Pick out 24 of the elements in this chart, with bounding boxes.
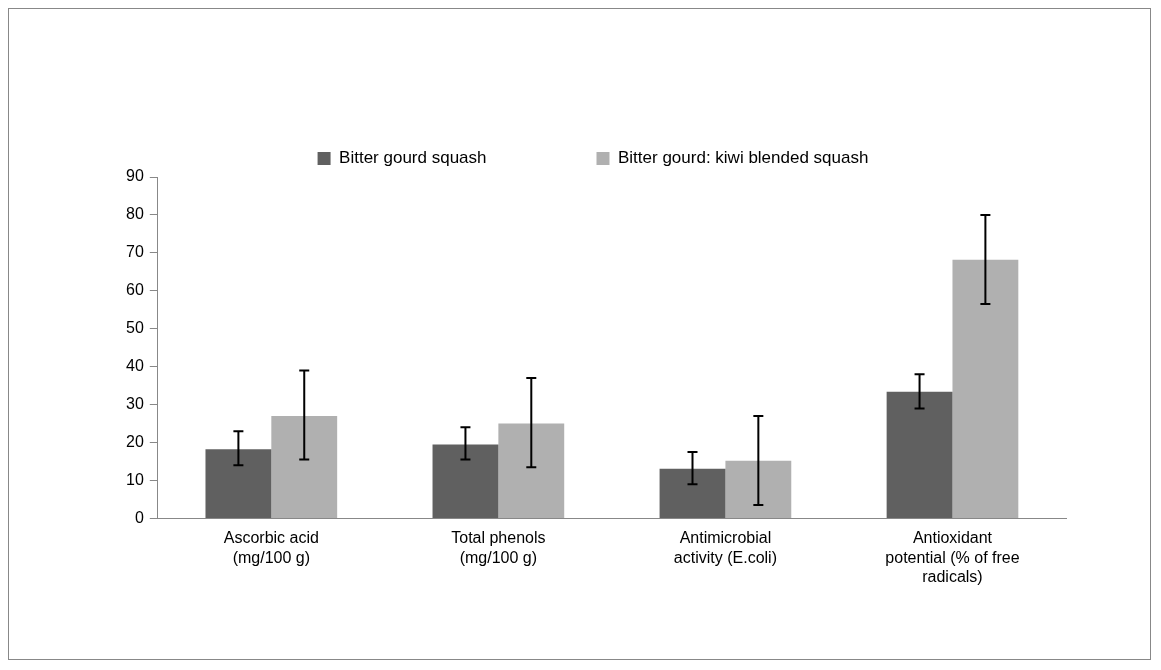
bar — [498, 423, 565, 518]
bar — [886, 391, 953, 518]
x-tick-label: Antimicrobial activity (E.coli) — [673, 529, 777, 566]
bar — [952, 259, 1019, 518]
y-tick-label: 50 — [126, 319, 144, 337]
legend-label: Bitter gourd squash — [339, 148, 487, 168]
y-tick-label: 70 — [126, 243, 144, 261]
bar — [432, 444, 499, 518]
x-tick-label: Ascorbic acid (mg/100 g) — [223, 529, 319, 566]
y-tick-label: 0 — [134, 508, 144, 526]
bar — [205, 449, 272, 518]
bar — [725, 460, 792, 518]
y-tick-label: 30 — [126, 395, 144, 413]
y-tick-label: 80 — [126, 205, 144, 223]
y-tick-label: 40 — [126, 357, 144, 375]
legend-label: Bitter gourd: kiwi blended squash — [618, 148, 869, 168]
bar — [659, 468, 726, 518]
y-tick-label: 60 — [126, 281, 144, 299]
y-tick-label: 90 — [126, 167, 144, 185]
y-tick-label: 20 — [126, 432, 144, 450]
x-tick-label: Antioxidant potential (% of free radicals) — [885, 529, 1020, 585]
bar — [271, 415, 338, 518]
x-tick-label: Total phenols (mg/100 g) — [451, 529, 546, 566]
y-tick-label: 10 — [126, 470, 144, 488]
